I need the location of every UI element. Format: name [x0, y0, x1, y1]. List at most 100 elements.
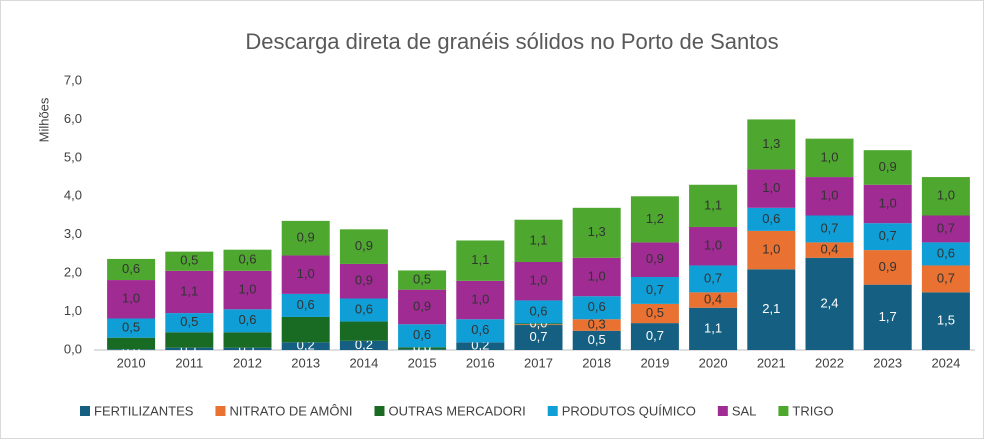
data-label: 0,5 [413, 271, 431, 286]
y-tick-label: 6,0 [64, 111, 82, 126]
legend-swatch [778, 406, 789, 416]
bar-segment [223, 309, 272, 333]
bar-segment [805, 257, 854, 350]
y-tick-label: 4,0 [64, 188, 82, 203]
bar-segment [689, 184, 738, 228]
bar-segment [165, 347, 214, 350]
bar-segment [165, 332, 214, 348]
legend-label: TRIGO [792, 403, 833, 418]
bar-segment [107, 280, 156, 319]
data-label: 0,9 [879, 159, 897, 174]
data-label: 0,4 [820, 242, 838, 257]
bar-segment [223, 270, 272, 310]
data-label: 0,5 [588, 332, 606, 347]
x-tick-label: 2016 [466, 355, 495, 370]
data-label: 0,7 [704, 270, 722, 285]
data-label: 0,5 [180, 253, 198, 268]
x-tick-label: 2013 [291, 355, 320, 370]
bar-segment [863, 284, 912, 350]
data-label: 0,6 [762, 211, 780, 226]
bar-segment [456, 240, 505, 281]
bar-segment [572, 330, 621, 350]
bar-segment [456, 319, 505, 343]
bar-segment [223, 332, 272, 348]
bar-segment [805, 242, 854, 258]
data-label: 1,0 [297, 266, 315, 281]
data-label: 0,9 [355, 273, 373, 288]
bar-segment [921, 215, 970, 243]
legend-swatch [717, 406, 728, 416]
data-label: 0,5 [180, 314, 198, 329]
bar-segment [281, 316, 330, 343]
bar-segment [281, 293, 330, 317]
bar-segment [630, 323, 679, 350]
legend-swatch [215, 406, 226, 416]
y-tick-label: 0,0 [64, 341, 82, 356]
data-label: 0,9 [355, 238, 373, 253]
data-label: 0,5 [646, 305, 664, 320]
bar-segment [805, 177, 854, 216]
data-label: 1,0 [820, 188, 838, 203]
data-label: 1,0 [820, 149, 838, 164]
x-tick-label: 2020 [699, 355, 728, 370]
bar-segment [689, 265, 738, 293]
bar-segment [514, 261, 563, 301]
bar-segment [630, 242, 679, 277]
legend-label: OUTRAS MERCADORI [388, 403, 525, 418]
data-label: 0,4 [704, 291, 722, 306]
bar-segment [398, 289, 447, 325]
data-label: 1,3 [762, 136, 780, 151]
data-label: 1,0 [937, 188, 955, 203]
bar-segment [747, 207, 796, 231]
bar-segment [863, 250, 912, 285]
data-label: 0,9 [879, 259, 897, 274]
bar-segment [165, 270, 214, 314]
bar-segment [281, 255, 330, 294]
y-tick-label: 2,0 [64, 265, 82, 280]
data-label: 0,6 [937, 245, 955, 260]
data-label: 2,1 [762, 301, 780, 316]
bar-segment [572, 257, 621, 297]
bar-segment [514, 324, 563, 326]
bar-segment [921, 177, 970, 216]
y-tick-label: 3,0 [64, 226, 82, 241]
x-tick-label: 2024 [931, 355, 960, 370]
bar-segment [107, 337, 156, 350]
data-label: 0,5 [122, 320, 140, 335]
data-label: 0,7 [937, 270, 955, 285]
data-label: 1,0 [238, 281, 256, 296]
data-label: 1,7 [879, 309, 897, 324]
data-label: 1,0 [471, 291, 489, 306]
data-label: 0,9 [297, 230, 315, 245]
y-axis-title: Milhões [36, 97, 51, 142]
bar-segment [398, 270, 447, 290]
y-tick-label: 5,0 [64, 149, 82, 164]
bar-segment [223, 249, 272, 271]
bar-segment [747, 119, 796, 170]
data-label: 1,0 [529, 273, 547, 288]
data-label: 0,6 [588, 299, 606, 314]
y-tick-label: 1,0 [64, 303, 82, 318]
bar-segment [165, 251, 214, 271]
bar-segment [456, 280, 505, 320]
y-tick-label: 7,0 [64, 72, 82, 87]
data-label: 1,5 [937, 313, 955, 328]
data-label: 1,3 [588, 224, 606, 239]
data-label: 1,0 [762, 180, 780, 195]
bar-segment [339, 321, 388, 341]
legend-label: SAL [732, 403, 757, 418]
bar-segment [398, 349, 447, 350]
bar-segment [398, 347, 447, 350]
x-tick-label: 2023 [873, 355, 902, 370]
bar-segment [921, 265, 970, 293]
bar-segment [223, 347, 272, 350]
x-tick-label: 2022 [815, 355, 844, 370]
bar-segment [107, 318, 156, 338]
data-label: 0,7 [937, 220, 955, 235]
bar-segment [165, 313, 214, 333]
data-label: 1,0 [704, 238, 722, 253]
bar-segment [921, 292, 970, 350]
x-tick-label: 2012 [233, 355, 262, 370]
bar-segment [572, 296, 621, 320]
